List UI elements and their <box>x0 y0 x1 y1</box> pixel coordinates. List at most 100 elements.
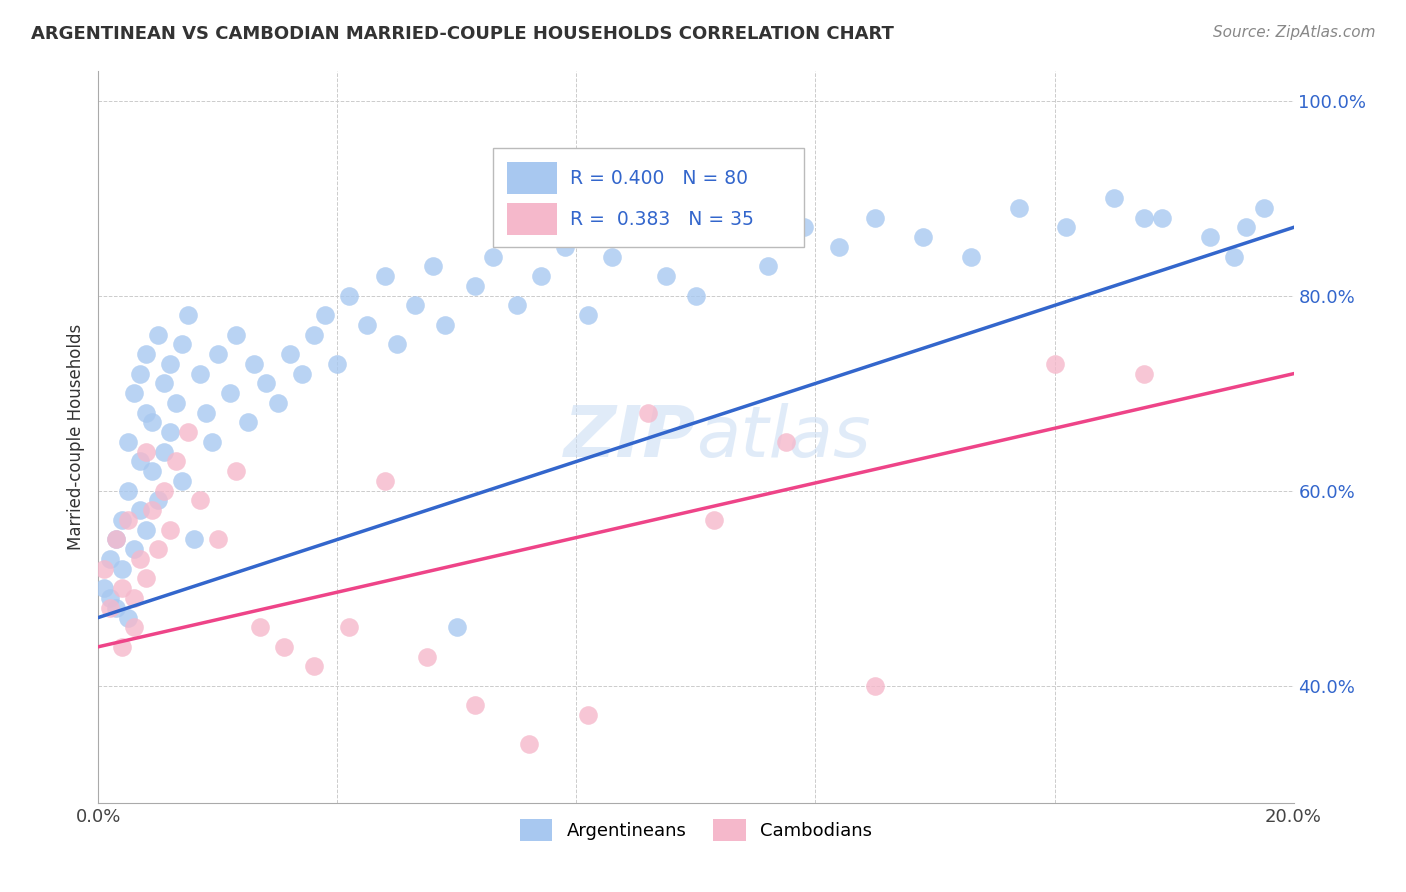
Point <box>177 308 200 322</box>
Point <box>578 708 600 723</box>
Point <box>124 542 146 557</box>
Point <box>721 230 744 244</box>
Point <box>141 416 163 430</box>
Point <box>302 327 325 342</box>
Point <box>148 327 170 342</box>
Point <box>183 533 205 547</box>
Text: R = 0.400   N = 80: R = 0.400 N = 80 <box>571 169 748 187</box>
Point <box>482 250 505 264</box>
Point <box>655 269 678 284</box>
Point <box>98 591 122 605</box>
Point <box>315 308 337 322</box>
Point <box>446 620 468 634</box>
Point <box>219 386 242 401</box>
Point <box>339 620 361 634</box>
Point <box>243 357 266 371</box>
Point <box>273 640 295 654</box>
Point <box>124 620 146 634</box>
Point <box>278 347 301 361</box>
Point <box>530 269 553 284</box>
Point <box>225 327 247 342</box>
Point <box>374 269 396 284</box>
Point <box>141 503 163 517</box>
Point <box>111 640 134 654</box>
Point <box>148 493 170 508</box>
Point <box>554 240 576 254</box>
Point <box>865 211 887 225</box>
Point <box>141 464 163 478</box>
Y-axis label: Married-couple Households: Married-couple Households <box>66 324 84 550</box>
Point <box>111 581 134 595</box>
Point <box>404 298 426 312</box>
Point <box>153 376 176 391</box>
Point <box>129 454 152 468</box>
Point <box>374 474 396 488</box>
Text: R =  0.383   N = 35: R = 0.383 N = 35 <box>571 210 755 228</box>
Point <box>129 367 152 381</box>
Point <box>98 552 122 566</box>
Point <box>291 367 314 381</box>
Point <box>111 513 134 527</box>
Point <box>129 552 152 566</box>
Legend: Argentineans, Cambodians: Argentineans, Cambodians <box>512 812 880 848</box>
Point <box>135 347 157 361</box>
Point <box>464 279 486 293</box>
Bar <box>508 203 557 235</box>
Point <box>793 220 815 235</box>
Point <box>135 406 157 420</box>
Point <box>105 533 128 547</box>
Point <box>177 425 200 440</box>
Point <box>135 572 157 586</box>
Point <box>201 434 224 449</box>
Point <box>117 513 139 527</box>
Point <box>148 542 170 557</box>
Point <box>195 406 218 420</box>
Point <box>356 318 378 332</box>
Point <box>1133 367 1156 381</box>
Point <box>422 260 444 274</box>
Point <box>165 454 187 468</box>
Point <box>98 600 122 615</box>
Point <box>93 581 115 595</box>
Point <box>1056 220 1078 235</box>
Point <box>302 659 325 673</box>
Point <box>135 523 157 537</box>
Point <box>960 250 983 264</box>
FancyBboxPatch shape <box>494 148 804 247</box>
Point <box>865 679 887 693</box>
Point <box>1199 230 1222 244</box>
Bar <box>508 162 557 194</box>
Point <box>188 493 211 508</box>
Point <box>129 503 152 517</box>
Point <box>159 357 181 371</box>
Point <box>912 230 935 244</box>
Point <box>207 347 229 361</box>
Point <box>153 483 176 498</box>
Point <box>267 396 290 410</box>
Point <box>159 523 181 537</box>
Point <box>105 600 128 615</box>
Point <box>236 416 259 430</box>
Point <box>685 288 707 302</box>
Point <box>117 483 139 498</box>
Point <box>124 386 146 401</box>
Point <box>434 318 457 332</box>
Point <box>117 434 139 449</box>
Point <box>1234 220 1257 235</box>
Point <box>339 288 361 302</box>
Point <box>1223 250 1246 264</box>
Text: Source: ZipAtlas.com: Source: ZipAtlas.com <box>1212 25 1375 40</box>
Point <box>105 533 128 547</box>
Point <box>756 260 779 274</box>
Point <box>172 337 194 351</box>
Point <box>626 230 648 244</box>
Point <box>1253 201 1275 215</box>
Point <box>1152 211 1174 225</box>
Point <box>828 240 851 254</box>
Point <box>416 649 439 664</box>
Point <box>464 698 486 713</box>
Point <box>93 562 115 576</box>
Point <box>207 533 229 547</box>
Point <box>703 513 725 527</box>
Point <box>225 464 247 478</box>
